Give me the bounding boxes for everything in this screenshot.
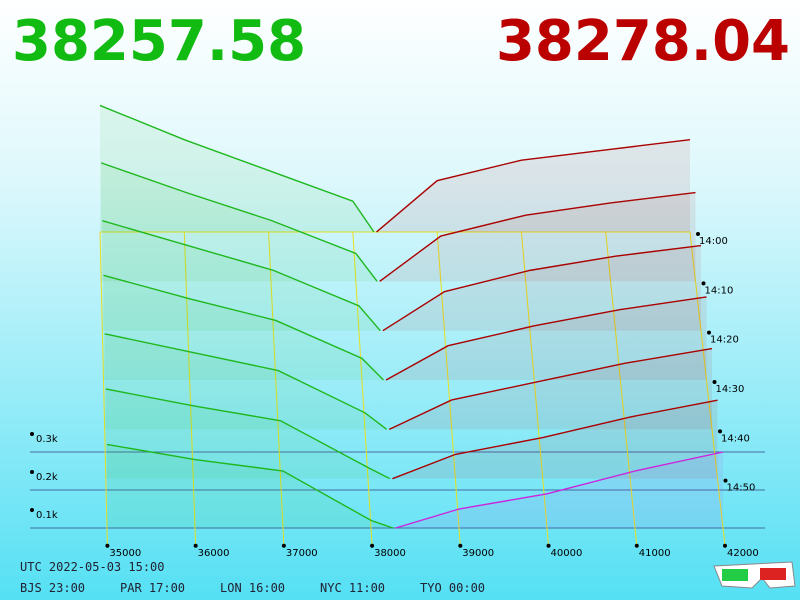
bids-depth-line xyxy=(104,333,388,430)
bids-area xyxy=(101,162,378,282)
bids-area xyxy=(104,333,387,430)
time-tick xyxy=(718,429,722,434)
3d-glasses-icon xyxy=(713,561,796,589)
asks-depth-line xyxy=(392,399,718,480)
asks-area xyxy=(392,400,718,479)
volume-tick-label: 0.3k xyxy=(36,434,58,445)
bids-area xyxy=(100,105,374,232)
price-grid-line xyxy=(689,231,726,546)
price-tick xyxy=(546,543,551,548)
bids-area xyxy=(103,275,384,380)
time-tick xyxy=(696,232,700,236)
price-tick xyxy=(281,543,286,548)
asks-area xyxy=(376,139,690,232)
volume-tick xyxy=(30,508,34,512)
ask-price: 38278.04 xyxy=(496,9,790,74)
bids-depth-line xyxy=(106,443,394,529)
price-tick xyxy=(105,543,110,548)
bids-depth-line xyxy=(103,274,384,381)
price-tick-label: 41000 xyxy=(639,548,671,559)
price-tick xyxy=(458,543,463,548)
zone-time: NYC 11:00 xyxy=(320,581,385,595)
asks-area xyxy=(386,296,707,380)
price-grid-line xyxy=(520,231,550,546)
asks-depth-line xyxy=(385,296,707,381)
price-tick-label: 42000 xyxy=(727,548,759,559)
plot: 0.1k 0.2k 0.3k 35000 36000 37000 38000 39000 400… xyxy=(30,104,765,559)
asks-depth-line xyxy=(379,191,696,282)
asks-depth-line xyxy=(382,244,702,332)
time-tick xyxy=(712,380,717,384)
price-tick-label: 38000 xyxy=(374,548,406,559)
asks-depth-line xyxy=(376,138,691,233)
utc-time: UTC 2022-05-03 15:00 xyxy=(20,560,165,574)
asks-area xyxy=(379,192,696,282)
time-label: 14:00 xyxy=(699,236,728,247)
price-grid-line xyxy=(352,231,373,546)
volume-tick xyxy=(30,470,34,474)
price-tick-label: 40000 xyxy=(551,548,583,559)
volume-tick xyxy=(30,432,34,436)
price-tick xyxy=(722,543,727,548)
price-tick xyxy=(634,543,639,548)
asks-area xyxy=(395,452,723,528)
bids-depth-line xyxy=(105,388,391,480)
time-label: 14:30 xyxy=(716,384,745,395)
price-tick-label: 37000 xyxy=(286,548,318,559)
price-tick-label: 39000 xyxy=(462,548,494,559)
asks-area xyxy=(389,348,712,430)
time-label: 14:10 xyxy=(705,285,734,296)
bids-area xyxy=(102,220,381,331)
volume-tick-label: 0.2k xyxy=(36,472,58,483)
time-tick xyxy=(723,478,728,483)
time-label: 14:40 xyxy=(721,433,750,444)
bids-depth-line xyxy=(100,162,378,282)
volume-tick-label: 0.1k xyxy=(36,510,58,521)
time-tick xyxy=(701,281,706,286)
time-label: 14:20 xyxy=(710,335,739,346)
price-grid-line xyxy=(268,231,285,546)
bids-depth-line xyxy=(99,104,375,233)
price-tick-label: 35000 xyxy=(109,548,141,559)
price-tick xyxy=(370,543,375,548)
zone-time: LON 16:00 xyxy=(220,581,285,595)
bid-price: 38257.58 xyxy=(12,9,306,74)
asks-depth-line xyxy=(395,451,724,529)
price-grid-line xyxy=(436,231,461,546)
bids-area xyxy=(107,444,393,528)
price-tick-label: 36000 xyxy=(198,548,230,559)
time-tick xyxy=(707,330,711,335)
zone-time: TYO 00:00 xyxy=(420,581,485,595)
time-zones: BJS 23:00 PAR 17:00 LON 16:00 NYC 11:00 TYO … xyxy=(20,581,485,595)
price-grid-line xyxy=(605,231,638,546)
zone-time: BJS 23:00 xyxy=(20,581,85,595)
price-tick xyxy=(193,543,198,548)
asks-depth-line xyxy=(388,347,713,430)
zone-time: PAR 17:00 xyxy=(120,581,185,595)
bids-depth-line xyxy=(102,220,381,332)
time-label: 14:50 xyxy=(727,483,756,494)
price-grid-line xyxy=(99,231,108,546)
price-grid-line xyxy=(183,231,197,546)
